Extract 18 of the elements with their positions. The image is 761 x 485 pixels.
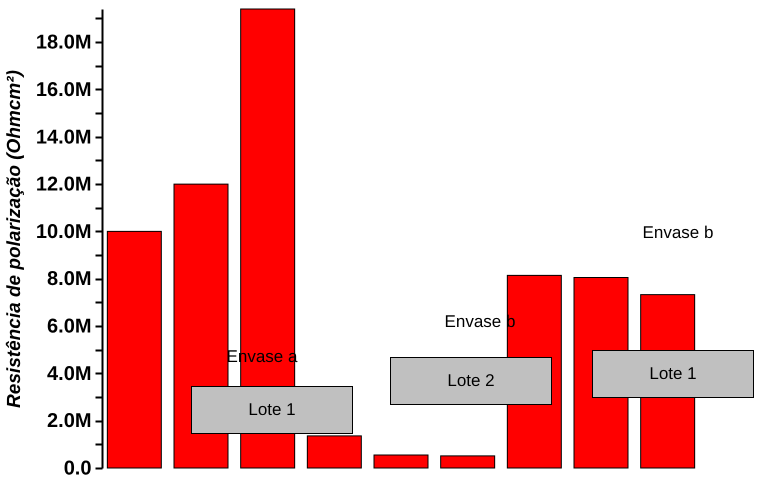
y-tick-label: 18.0M [36,32,92,54]
y-tick-label: 16.0M [36,78,92,101]
y-tick-label: 14.0M [36,126,92,148]
bar [106,230,162,468]
y-tick-label: 2.0M [47,410,92,432]
y-tick-label: 8.0M [47,268,92,290]
bar [440,455,496,468]
annotation: Envase b [642,223,714,243]
annotation: Lote 2 [447,371,495,391]
y-tick-label: 12.0M [36,174,92,196]
annotation: Lote 1 [248,400,296,420]
y-tick-label: 10.0M [36,220,92,243]
bar [374,454,428,468]
y-tick-label: 6.0M [47,316,92,338]
annotation: Lote 1 [649,364,697,384]
y-axis-title: Resistência de polarização (Ohmcm²) [4,70,25,408]
y-tick-label: 0.0 [64,458,92,480]
y-tick-label: 4.0M [47,362,92,385]
